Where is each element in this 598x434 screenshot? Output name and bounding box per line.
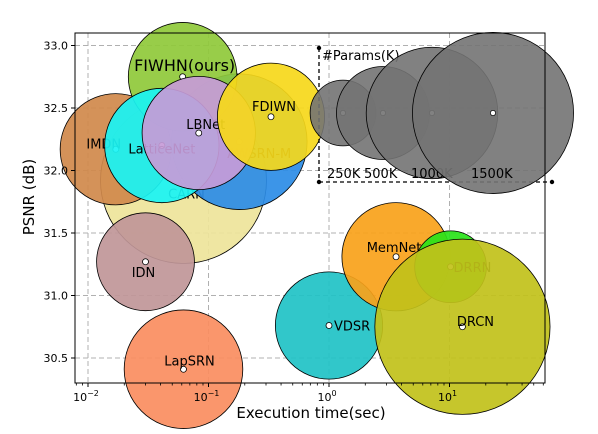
- legend-bracket-dot-top: [316, 45, 322, 51]
- legend-label-500k: 500K: [364, 167, 398, 182]
- bubble-label-lbnet: LBNet: [186, 118, 225, 133]
- size-legend: #Params(K)250K 500K 1000K 1500K: [309, 32, 574, 194]
- legend-bubble-marker: [490, 110, 496, 116]
- x-tick-label: 10−1: [194, 389, 220, 404]
- bubble-label-fiwhn-ours: FIWHN(ours): [134, 56, 235, 75]
- legend-label-250k: 250K: [327, 167, 361, 182]
- x-axis-label: Execution time(sec): [236, 404, 385, 422]
- y-tick-label: 32.0: [44, 165, 69, 178]
- bubble-marker-lapsrn: [180, 365, 187, 373]
- legend-bracket-dot-right: [549, 179, 555, 185]
- y-tick-label: 32.5: [44, 102, 69, 115]
- x-tick-label: 101: [438, 389, 457, 404]
- y-tick-label: 31.0: [44, 290, 69, 303]
- y-axis-label: PSNR (dB): [20, 159, 38, 236]
- bubble-marker-idn: [142, 258, 149, 266]
- bubble-marker-memnet: [392, 253, 400, 261]
- bubble-label-vdsr: VDSR: [334, 320, 370, 335]
- legend-label-1500k: 1500K: [471, 167, 513, 182]
- legend-bracket-dot-corner: [316, 179, 322, 185]
- bubble-label-fdiwn: FDIWN: [252, 100, 296, 115]
- x-tick-label: 10−2: [73, 389, 99, 404]
- bubble-marker-lbnet: [195, 129, 203, 137]
- bubble-label-lapsrn: LapSRN: [164, 354, 214, 369]
- x-tick-label: 100: [317, 389, 336, 404]
- bubble-label-idn: IDN: [132, 266, 156, 281]
- axis-ticks: 10−2 10−1 100 101 30.5 31.0 31.5 32.0 32.5 33.0: [44, 40, 544, 404]
- bubbles-layer: CARNAWSRN-MIMDNFIWHN(ours)LatticeNetLBNe…: [59, 22, 551, 429]
- bubble-label-drcn: DRCN: [457, 315, 494, 330]
- bubble-marker-drcn: [459, 323, 466, 331]
- y-tick-label: 30.5: [44, 352, 69, 365]
- legend-title: #Params(K): [322, 49, 400, 64]
- bubble-marker-fdiwn: [267, 113, 275, 121]
- bubble-label-memnet: MemNet: [367, 241, 422, 256]
- bubble-marker-vdsr: [325, 322, 333, 329]
- y-tick-label: 31.5: [44, 227, 69, 240]
- y-tick-label: 33.0: [44, 40, 69, 53]
